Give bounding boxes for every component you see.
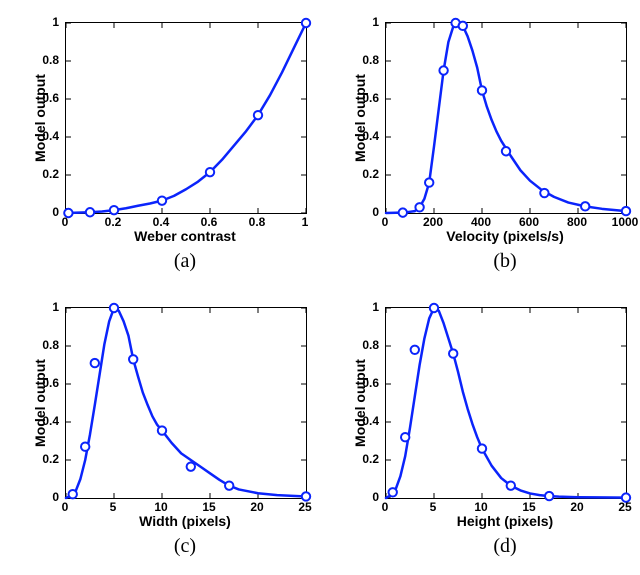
panel-b-svg <box>386 23 626 213</box>
panel-a-caption: (a) <box>65 250 305 273</box>
panel-b-axes <box>385 22 627 214</box>
xtick-label: 25 <box>618 500 631 514</box>
ytick-label: 0.8 <box>29 338 59 352</box>
xtick-label: 400 <box>471 215 491 229</box>
panel-c-ylabel: Model output <box>32 343 48 463</box>
xtick-label: 20 <box>570 500 583 514</box>
ytick-label: 1 <box>29 15 59 29</box>
ytick-label: 0.6 <box>29 376 59 390</box>
ytick-label: 0 <box>349 490 379 504</box>
panel-a-ylabel: Model output <box>32 58 48 178</box>
ytick-label: 0.8 <box>29 53 59 67</box>
xtick-label: 1 <box>302 215 309 229</box>
panel-c: Model output Width (pixels) (c) 05101520… <box>10 295 315 565</box>
xtick-label: 0.6 <box>201 215 218 229</box>
ytick-label: 0.4 <box>349 414 379 428</box>
panel-c-caption: (c) <box>65 535 305 558</box>
panel-c-xlabel: Width (pixels) <box>65 513 305 529</box>
panel-a: Model output Weber contrast (a) 0 0.2 0.4 0… <box>10 10 315 280</box>
ytick-label: 0.6 <box>29 91 59 105</box>
ytick-label: 1 <box>349 15 379 29</box>
xtick-label: 600 <box>519 215 539 229</box>
panel-c-axes <box>65 307 307 499</box>
panel-d-xlabel: Height (pixels) <box>385 513 625 529</box>
ytick-label: 0.2 <box>349 167 379 181</box>
xtick-label: 0 <box>382 500 389 514</box>
xtick-label: 10 <box>474 500 487 514</box>
panel-a-svg <box>66 23 306 213</box>
ytick-label: 0.8 <box>349 53 379 67</box>
xtick-label: 25 <box>298 500 311 514</box>
xtick-label: 5 <box>430 500 437 514</box>
ytick-label: 0.8 <box>349 338 379 352</box>
xtick-label: 0.2 <box>105 215 122 229</box>
panel-b-xlabel: Velocity (pixels/s) <box>385 228 625 244</box>
panel-a-axes <box>65 22 307 214</box>
panel-d-svg <box>386 308 626 498</box>
ytick-label: 0.4 <box>29 414 59 428</box>
panel-d-caption: (d) <box>385 535 625 558</box>
panel-b: Model output Velocity (pixels/s) (b) 0 20… <box>330 10 635 280</box>
xtick-label: 200 <box>423 215 443 229</box>
xtick-label: 800 <box>567 215 587 229</box>
xtick-label: 0 <box>382 215 389 229</box>
ytick-label: 0.6 <box>349 376 379 390</box>
xtick-label: 15 <box>202 500 215 514</box>
ytick-label: 0.4 <box>349 129 379 143</box>
ytick-label: 1 <box>349 300 379 314</box>
ytick-label: 0.2 <box>349 452 379 466</box>
figure-grid: Model output Weber contrast (a) 0 0.2 0.4 0… <box>0 0 640 575</box>
xtick-label: 0 <box>62 500 69 514</box>
xtick-label: 15 <box>522 500 535 514</box>
panel-a-xlabel: Weber contrast <box>65 228 305 244</box>
xtick-label: 0 <box>62 215 69 229</box>
xtick-label: 0.8 <box>249 215 266 229</box>
xtick-label: 1000 <box>612 215 639 229</box>
ytick-label: 0 <box>29 490 59 504</box>
ytick-label: 0.4 <box>29 129 59 143</box>
panel-d-axes <box>385 307 627 499</box>
ytick-label: 1 <box>29 300 59 314</box>
ytick-label: 0.2 <box>29 167 59 181</box>
panel-d: Model output Height (pixels) (d) 0510152… <box>330 295 635 565</box>
panel-d-ylabel: Model output <box>352 343 368 463</box>
xtick-label: 5 <box>110 500 117 514</box>
panel-c-svg <box>66 308 306 498</box>
xtick-label: 10 <box>154 500 167 514</box>
panel-b-ylabel: Model output <box>352 58 368 178</box>
ytick-label: 0 <box>349 205 379 219</box>
xtick-label: 20 <box>250 500 263 514</box>
ytick-label: 0 <box>29 205 59 219</box>
ytick-label: 0.6 <box>349 91 379 105</box>
panel-b-caption: (b) <box>385 250 625 273</box>
xtick-label: 0.4 <box>153 215 170 229</box>
ytick-label: 0.2 <box>29 452 59 466</box>
